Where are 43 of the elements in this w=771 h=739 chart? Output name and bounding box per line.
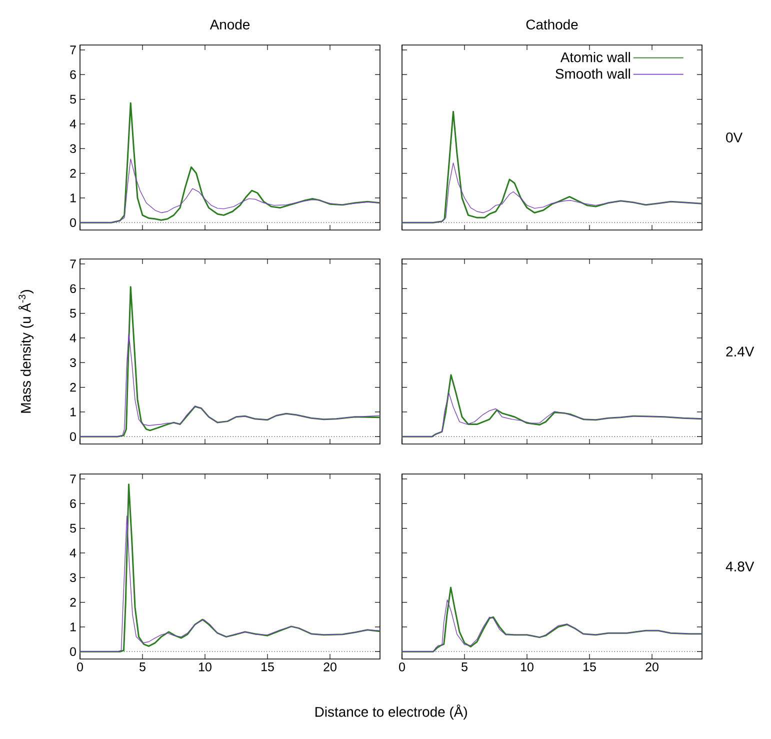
- y-tick-label: 3: [70, 144, 76, 154]
- y-tick-label: 1: [70, 194, 76, 202]
- y-tick-label: 1: [70, 408, 76, 416]
- x-tick-label: 5: [462, 662, 468, 672]
- y-tick-label: 7: [70, 474, 76, 484]
- y-tick-label: 6: [70, 70, 76, 80]
- y2-axis-title: 2.4V: [726, 346, 754, 356]
- x-tick-label: 5: [140, 662, 146, 672]
- y-tick-label: 6: [70, 284, 76, 294]
- y-tick-label: 2: [70, 382, 76, 392]
- y-tick-label: 1: [70, 622, 76, 632]
- y-tick-label: 0: [70, 647, 76, 656]
- y2-axis-title: 0V: [726, 132, 743, 142]
- x-tick-label: 0: [77, 662, 83, 672]
- y2-axis-title: 4.8V: [726, 562, 754, 572]
- x-axis-title: Distance to electrode (Å): [316, 704, 467, 720]
- x-tick-label: 10: [199, 662, 212, 672]
- y-axis-title: Mass density (u Å$^{-3}$): [18, 290, 34, 413]
- y-tick-label: 0: [70, 218, 76, 228]
- y-tick-label: 3: [70, 358, 76, 368]
- y-tick-label: 2: [70, 168, 76, 178]
- chart-title: Cathode: [526, 19, 578, 30]
- y-tick-label: 5: [70, 308, 76, 318]
- y-tick-label: 7: [70, 260, 76, 268]
- x-tick-label: 15: [584, 662, 596, 672]
- x-tick-label: 0: [399, 662, 405, 672]
- y-tick-label: 5: [70, 524, 76, 533]
- y-tick-label: 0: [70, 432, 76, 442]
- legend-label: Atomic wall: [560, 52, 630, 62]
- y-tick-label: 3: [70, 573, 76, 582]
- chart-title: Anode: [210, 19, 250, 30]
- x-tick-label: 20: [324, 662, 336, 672]
- x-tick-label: 20: [646, 662, 658, 672]
- x-tick-label: 15: [262, 662, 274, 672]
- y-tick-label: 4: [70, 120, 76, 128]
- y-tick-label: 6: [70, 499, 76, 508]
- y-tick-label: 5: [70, 94, 76, 104]
- legend-label: Smooth wall: [556, 68, 630, 79]
- y-tick-label: 7: [70, 46, 76, 54]
- y-tick-label: 4: [70, 334, 76, 342]
- y-tick-label: 2: [70, 598, 76, 607]
- y-tick-label: 4: [70, 548, 76, 558]
- x-tick-label: 10: [521, 662, 534, 672]
